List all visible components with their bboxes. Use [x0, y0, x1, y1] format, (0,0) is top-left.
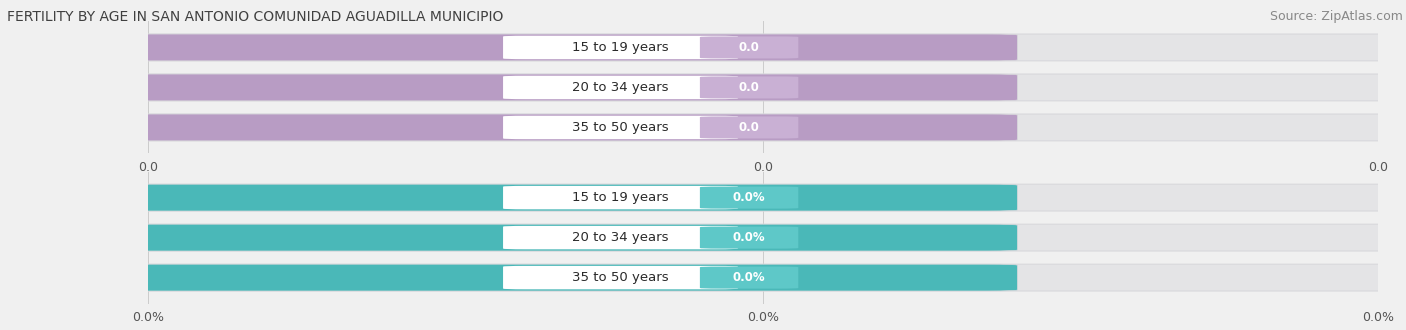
- FancyBboxPatch shape: [503, 266, 738, 289]
- Text: FERTILITY BY AGE IN SAN ANTONIO COMUNIDAD AGUADILLA MUNICIPIO: FERTILITY BY AGE IN SAN ANTONIO COMUNIDA…: [7, 10, 503, 24]
- FancyBboxPatch shape: [700, 77, 799, 98]
- FancyBboxPatch shape: [117, 184, 1406, 211]
- FancyBboxPatch shape: [117, 34, 1018, 61]
- Text: 0.0: 0.0: [738, 81, 759, 94]
- FancyBboxPatch shape: [117, 264, 1018, 291]
- FancyBboxPatch shape: [700, 227, 799, 248]
- FancyBboxPatch shape: [503, 186, 738, 209]
- FancyBboxPatch shape: [117, 264, 1406, 291]
- Text: 35 to 50 years: 35 to 50 years: [572, 121, 669, 134]
- Text: 0.0%: 0.0%: [733, 191, 765, 204]
- FancyBboxPatch shape: [700, 267, 799, 289]
- FancyBboxPatch shape: [503, 226, 738, 249]
- Text: 15 to 19 years: 15 to 19 years: [572, 191, 669, 204]
- Text: Source: ZipAtlas.com: Source: ZipAtlas.com: [1270, 10, 1403, 23]
- FancyBboxPatch shape: [700, 186, 799, 209]
- FancyBboxPatch shape: [117, 114, 1406, 141]
- FancyBboxPatch shape: [700, 116, 799, 139]
- Text: 0.0: 0.0: [738, 41, 759, 54]
- Text: 20 to 34 years: 20 to 34 years: [572, 81, 669, 94]
- FancyBboxPatch shape: [117, 224, 1406, 251]
- FancyBboxPatch shape: [503, 36, 738, 59]
- FancyBboxPatch shape: [117, 34, 1406, 61]
- FancyBboxPatch shape: [503, 76, 738, 99]
- Text: 0.0%: 0.0%: [733, 271, 765, 284]
- FancyBboxPatch shape: [117, 184, 1018, 211]
- FancyBboxPatch shape: [117, 74, 1406, 101]
- FancyBboxPatch shape: [503, 116, 738, 139]
- Text: 15 to 19 years: 15 to 19 years: [572, 41, 669, 54]
- FancyBboxPatch shape: [117, 224, 1018, 251]
- FancyBboxPatch shape: [117, 74, 1018, 101]
- Text: 0.0: 0.0: [738, 121, 759, 134]
- Text: 20 to 34 years: 20 to 34 years: [572, 231, 669, 244]
- Text: 0.0%: 0.0%: [733, 231, 765, 244]
- FancyBboxPatch shape: [117, 114, 1018, 141]
- Text: 35 to 50 years: 35 to 50 years: [572, 271, 669, 284]
- FancyBboxPatch shape: [700, 36, 799, 58]
